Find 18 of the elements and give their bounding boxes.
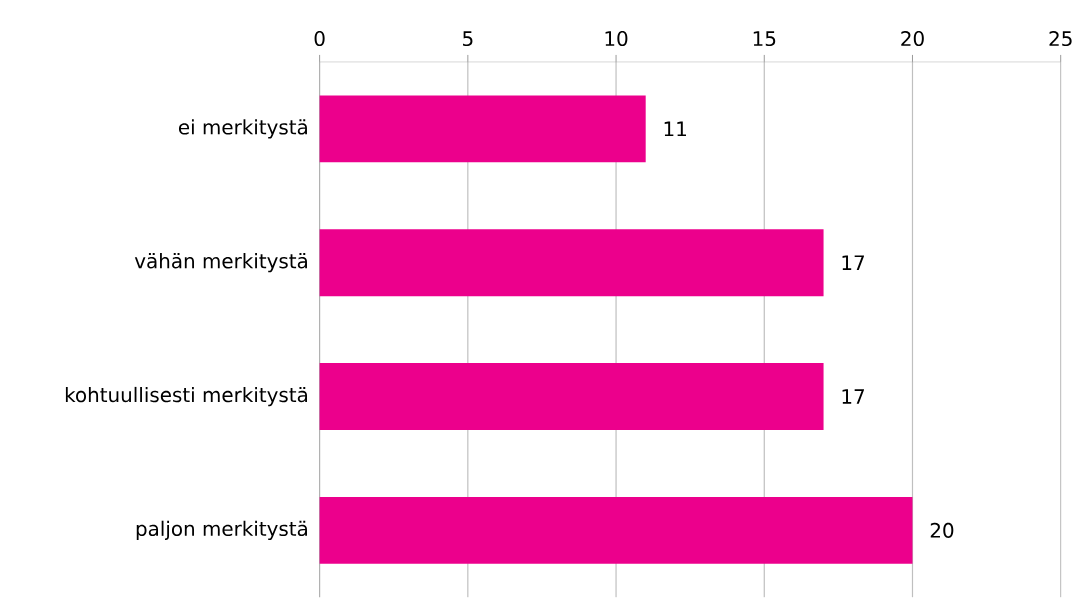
x-tick-label: 5 [463,31,473,47]
y-tick-label: kohtuullisesti merkitystä [65,386,307,407]
data-label: 20 [930,522,954,538]
x-tick-label: 25 [1049,31,1072,47]
x-tick-label: 10 [605,31,628,47]
data-label: 17 [842,389,864,404]
y-tick-label: paljon merkitystä [136,520,307,541]
bar [319,229,824,297]
x-tick-label: 15 [753,31,776,47]
y-tick-label: ei merkitystä [178,119,307,139]
y-tick-label: vähän merkitystä [134,253,307,273]
x-tick-label: 20 [901,31,924,47]
bar [319,496,913,564]
data-label: 11 [664,121,686,137]
bar [319,363,824,431]
data-label: 17 [842,255,864,270]
x-tick-label: 0 [314,31,325,47]
bar [319,95,646,163]
